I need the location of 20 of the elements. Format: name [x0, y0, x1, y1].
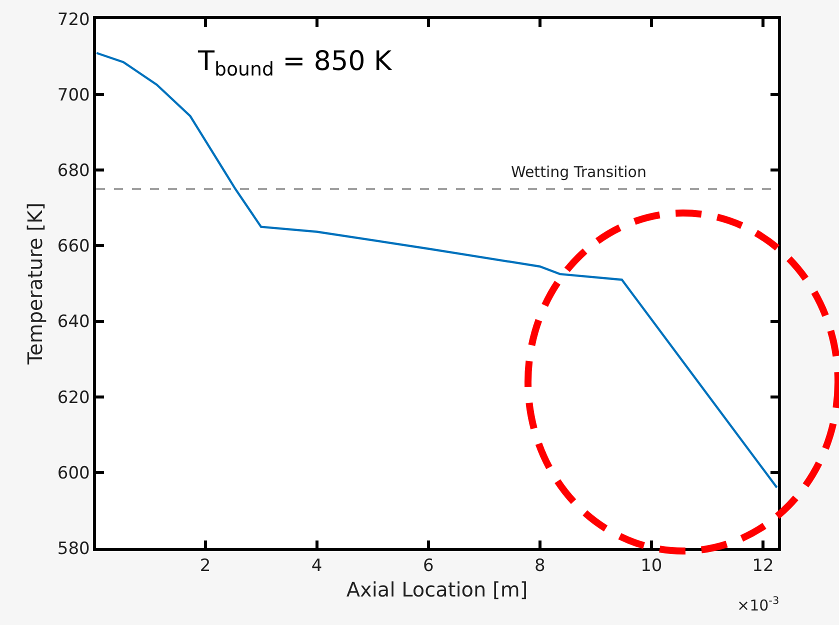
- x-axis-title: Axial Location [m]: [346, 578, 528, 602]
- annotation: T$_{bound}$ = 850 K: [197, 46, 393, 81]
- x-tick-label: 2: [200, 556, 211, 576]
- y-tick-label: 720: [57, 10, 90, 30]
- x-tick-label: 10: [640, 556, 662, 576]
- y-tick-label: 620: [57, 388, 90, 408]
- x-tick-label: 12: [752, 556, 774, 576]
- ref-line-label: Wetting Transition: [511, 163, 646, 181]
- text: ×10$^{-3}$: [737, 595, 780, 614]
- y-tick-label: 680: [57, 161, 90, 182]
- y-tick-label: 640: [57, 312, 90, 332]
- y-tick-label: 600: [57, 463, 90, 484]
- x-tick-label: 4: [311, 556, 322, 576]
- y-axis-title: Temperature [K]: [22, 202, 47, 366]
- y-tick-label: 580: [57, 538, 90, 559]
- y-tick-label: 660: [57, 236, 90, 257]
- y-tick-label: 700: [57, 86, 90, 106]
- line-series: [96, 52, 778, 489]
- x-tick-label: 8: [534, 556, 546, 576]
- x-tick-label: 6: [422, 556, 434, 576]
